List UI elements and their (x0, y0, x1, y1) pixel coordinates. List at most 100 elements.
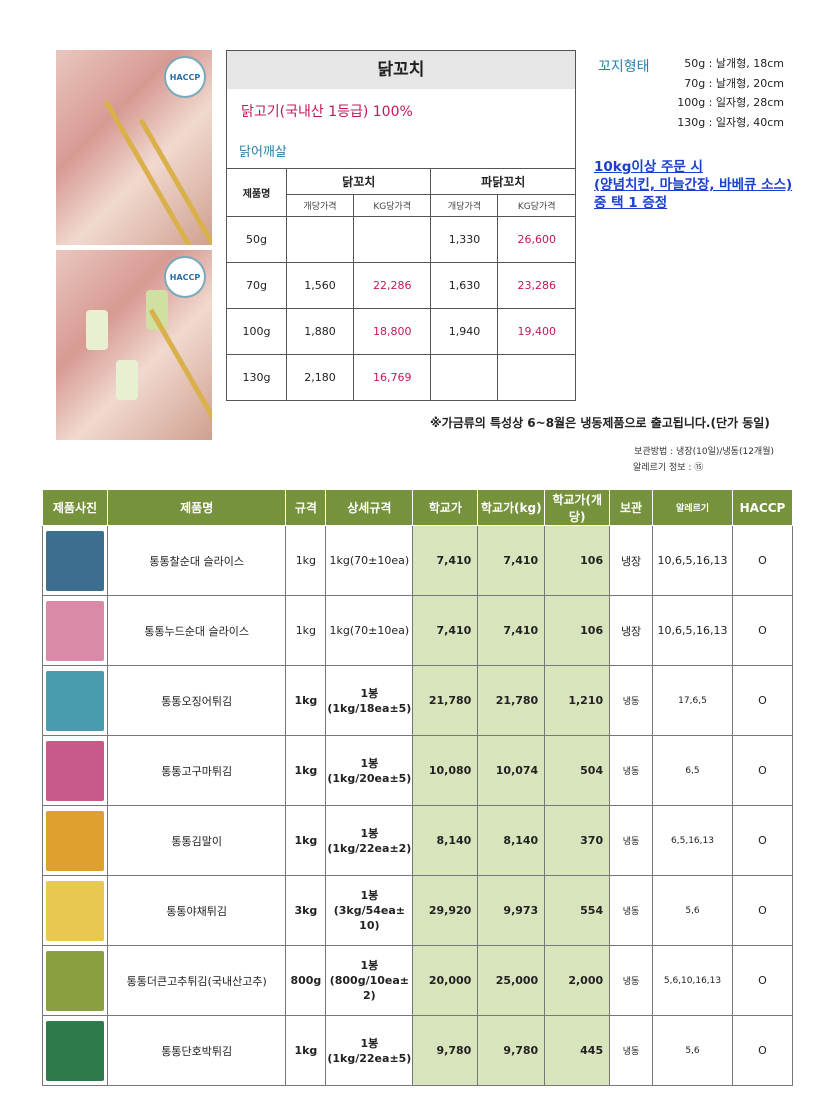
group-header: 파닭꼬치 (430, 168, 576, 195)
school-price-kg: 9,780 (477, 1015, 546, 1086)
product-name: 통통더큰고추튀김(국내산고추) (106, 945, 287, 1016)
spec: 3kg (285, 875, 327, 946)
spec: 1kg (285, 805, 327, 876)
chicken-skewer-photo: HACCP (56, 50, 212, 245)
haccp: O (731, 805, 794, 876)
spec: 1kg (285, 525, 327, 596)
school-price-each: 554 (544, 875, 611, 946)
storage: 냉동 (609, 805, 654, 876)
school-price-kg: 21,780 (477, 665, 546, 736)
product-name: 통통단호박튀김 (106, 1015, 287, 1086)
subheader: KG당가격 (352, 194, 432, 217)
subheader: 개당가격 (430, 194, 499, 217)
size: 100g (226, 308, 287, 355)
school-price: 8,140 (412, 805, 479, 876)
spec: 1kg (285, 1015, 327, 1086)
school-price-kg: 10,074 (477, 735, 546, 806)
haccp-badge: HACCP (164, 56, 206, 98)
meat-part: 닭어깨살 (239, 145, 287, 160)
product-photo (45, 600, 104, 661)
price-each: 1,880 (286, 308, 354, 355)
storage-info: 보관방법 : 냉장(10일)/냉동(12개월) (634, 447, 774, 457)
skewer-type-label: 꼬지형태 (598, 59, 650, 75)
column-header: 알레르기 (652, 489, 733, 526)
school-price: 7,410 (412, 595, 479, 666)
detail-spec: 1봉 (1kg/22ea±5) (325, 1015, 414, 1086)
product-name: 통통오징어튀김 (106, 665, 287, 736)
size: 130g (226, 354, 287, 401)
table-row: 통통고구마튀김 1kg 1봉 (1kg/20ea±5) 10,080 10,07… (42, 735, 794, 806)
table-row: 통통더큰고추튀김(국내산고추) 800g 1봉 (800g/10ea± 2) 2… (42, 945, 794, 1016)
product-name: 통통고구마튀김 (106, 735, 287, 806)
haccp: O (731, 595, 794, 666)
school-price-each: 504 (544, 735, 611, 806)
price-kg (497, 354, 576, 401)
column-header: 규격 (285, 489, 327, 526)
promo-line[interactable]: 10kg이상 주문 시 (594, 159, 703, 175)
spec: 800g (285, 945, 327, 1016)
school-price-kg: 8,140 (477, 805, 546, 876)
product-title: 닭꼬치 (227, 51, 575, 89)
school-price-kg: 7,410 (477, 525, 546, 596)
school-price-each: 2,000 (544, 945, 611, 1016)
school-price: 7,410 (412, 525, 479, 596)
allergy: 6,5 (652, 735, 733, 806)
haccp: O (731, 945, 794, 1016)
column-header: 학교가 (412, 489, 479, 526)
price-kg (352, 216, 432, 263)
price-row: 70g 1,560 22,286 1,630 23,286 (226, 262, 576, 309)
product-table: 제품사진 제품명 규격 상세규격 학교가 학교가(kg) 학교가(개당) 보관 알레르기 HACC… (42, 489, 794, 1086)
school-price-each: 445 (544, 1015, 611, 1086)
storage: 냉장 (609, 525, 654, 596)
spec: 1kg (285, 595, 327, 666)
subheader: 개당가격 (286, 194, 354, 217)
price-kg: 26,600 (497, 216, 576, 263)
storage: 냉동 (609, 1015, 654, 1086)
promo-line[interactable]: 중 택 1 증정 (594, 195, 668, 211)
group-header: 닭꼬치 (285, 168, 432, 195)
price-row: 100g 1,880 18,800 1,940 19,400 (226, 308, 576, 355)
price-row: 50g 1,330 26,600 (226, 216, 576, 263)
school-price-kg: 7,410 (477, 595, 546, 666)
allergy: 5,6 (652, 875, 733, 946)
detail-spec: 1봉 (1kg/20ea±5) (325, 735, 414, 806)
product-name: 통통누드순대 슬라이스 (106, 595, 287, 666)
storage: 냉장 (609, 595, 654, 666)
detail-spec: 1kg(70±10ea) (325, 595, 414, 666)
product-photo (45, 810, 104, 871)
column-header: 제품사진 (42, 489, 108, 526)
school-price: 29,920 (412, 875, 479, 946)
column-header: 상세규격 (325, 489, 414, 526)
size: 70g (226, 262, 287, 309)
size: 50g (226, 216, 287, 263)
product-name: 통통야채튀김 (106, 875, 287, 946)
school-price: 21,780 (412, 665, 479, 736)
table-row: 통통단호박튀김 1kg 1봉 (1kg/22ea±5) 9,780 9,780 … (42, 1015, 794, 1086)
price-kg: 18,800 (352, 308, 432, 355)
col-name: 제품명 (226, 168, 287, 217)
product-photo (45, 1020, 104, 1081)
spec: 1kg (285, 735, 327, 806)
haccp: O (731, 665, 794, 736)
price-each: 1,560 (286, 262, 354, 309)
detail-spec: 1봉 (800g/10ea± 2) (325, 945, 414, 1016)
price-kg: 23,286 (497, 262, 576, 309)
storage: 냉동 (609, 945, 654, 1016)
school-price-kg: 25,000 (477, 945, 546, 1016)
product-name: 통통찰순대 슬라이스 (106, 525, 287, 596)
promo-line[interactable]: (양념치킨, 마늘간장, 바베큐 소스) (594, 177, 793, 193)
school-price: 20,000 (412, 945, 479, 1016)
price-each (286, 216, 354, 263)
school-price-each: 106 (544, 595, 611, 666)
skewer-type: 100g : 일자형, 28cm (677, 96, 784, 109)
promo: 10kg이상 주문 시 (양념치킨, 마늘간장, 바베큐 소스) 중 택 1 증정 (594, 158, 792, 212)
product-photo (45, 530, 104, 591)
column-header: 제품명 (106, 489, 287, 526)
skewer-type: 130g : 일자형, 40cm (677, 115, 784, 129)
storage: 냉동 (609, 875, 654, 946)
school-price: 9,780 (412, 1015, 479, 1086)
column-header: 학교가(개당) (544, 489, 611, 526)
product-photo (45, 670, 104, 731)
haccp-badge: HACCP (164, 256, 206, 298)
skewer-info-box: 닭꼬치 닭고기(국내산 1등급) 100% 닭어깨살 (226, 50, 576, 168)
